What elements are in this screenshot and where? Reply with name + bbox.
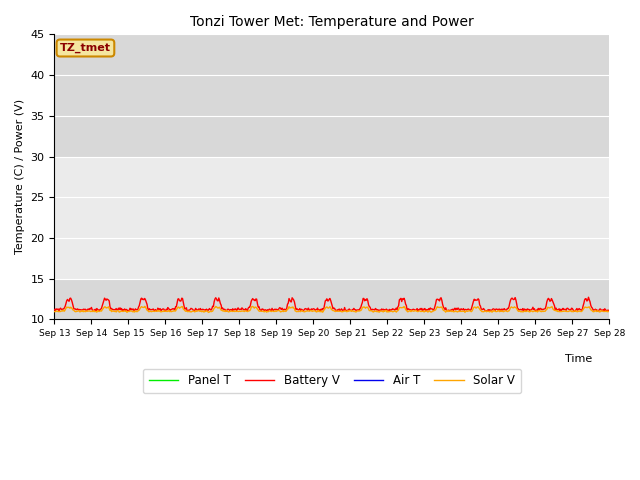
Solar V: [175, 304, 182, 310]
Solar V: [401, 304, 408, 310]
Panel T: [61, 398, 68, 404]
X-axis label: Time: Time: [565, 354, 593, 364]
Battery V: [55, 308, 63, 314]
Line: Panel T: Panel T: [54, 394, 609, 408]
Solar V: [605, 309, 613, 314]
Title: Tonzi Tower Met: Temperature and Power: Tonzi Tower Met: Temperature and Power: [190, 15, 474, 29]
Battery V: [204, 308, 212, 313]
Solar V: [205, 310, 212, 315]
Air T: [417, 395, 424, 400]
Battery V: [400, 295, 408, 301]
Air T: [605, 395, 613, 401]
Air T: [51, 399, 58, 405]
Solar V: [61, 308, 68, 314]
Line: Air T: Air T: [54, 393, 609, 408]
Air T: [118, 398, 125, 404]
Air T: [589, 405, 597, 410]
Air T: [61, 400, 68, 406]
Battery V: [605, 308, 613, 314]
Panel T: [51, 394, 58, 399]
Solar V: [51, 309, 58, 314]
Air T: [174, 395, 182, 400]
Bar: [54, 156, 609, 279]
Air T: [308, 390, 316, 396]
Panel T: [432, 391, 440, 397]
Solar V: [118, 308, 125, 314]
Y-axis label: Temperature (C) / Power (V): Temperature (C) / Power (V): [15, 99, 25, 254]
Line: Solar V: Solar V: [54, 306, 609, 312]
Solar V: [141, 303, 148, 309]
Air T: [204, 397, 211, 403]
Solar V: [417, 309, 425, 314]
Line: Battery V: Battery V: [54, 297, 609, 311]
Battery V: [118, 308, 126, 314]
Panel T: [204, 393, 211, 398]
Text: TZ_tmet: TZ_tmet: [60, 43, 111, 53]
Air T: [400, 398, 408, 404]
Panel T: [505, 406, 513, 411]
Battery V: [51, 307, 58, 312]
Panel T: [118, 398, 125, 404]
Panel T: [605, 399, 613, 405]
Panel T: [174, 399, 182, 405]
Panel T: [399, 397, 407, 403]
Battery V: [584, 294, 592, 300]
Legend: Panel T, Battery V, Air T, Solar V: Panel T, Battery V, Air T, Solar V: [143, 369, 521, 393]
Solar V: [204, 309, 212, 315]
Battery V: [417, 306, 424, 312]
Panel T: [415, 400, 423, 406]
Battery V: [61, 303, 69, 309]
Battery V: [175, 296, 182, 301]
